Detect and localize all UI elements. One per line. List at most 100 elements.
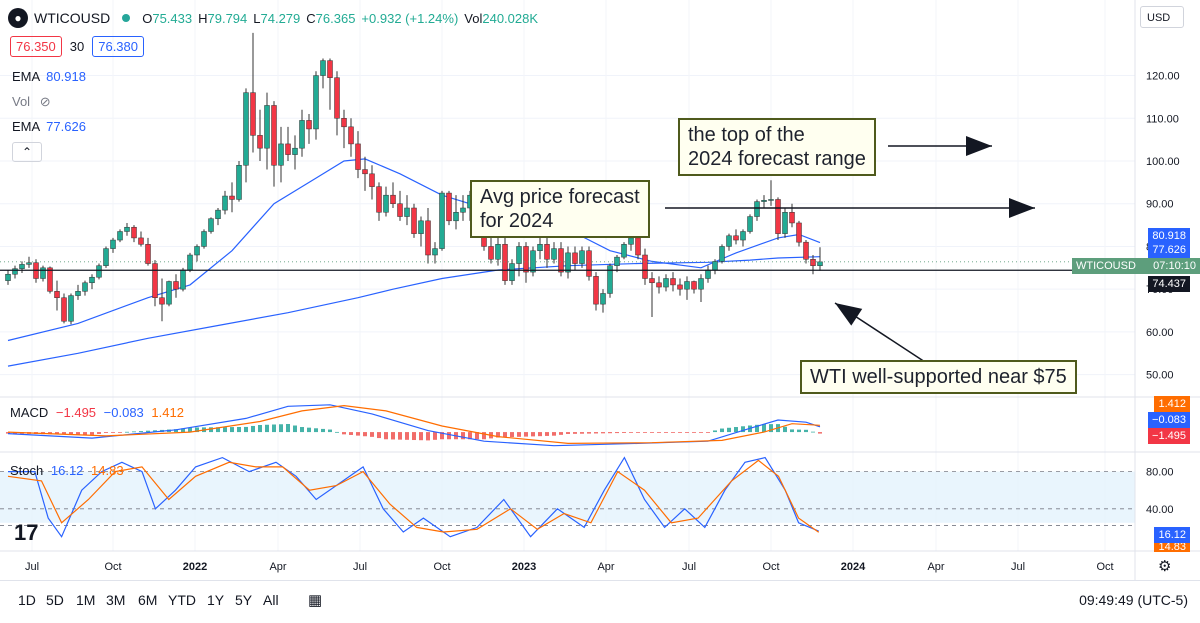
timeframe-5d[interactable]: 5D	[46, 592, 64, 608]
candle-body	[313, 75, 319, 130]
candle-body	[649, 278, 655, 284]
volume-value: 240.028K	[482, 10, 539, 26]
candle	[47, 266, 53, 294]
candle-body	[747, 216, 753, 232]
macd-histogram-bar	[447, 432, 451, 440]
stoch-d-tag: 14.83	[1154, 543, 1190, 552]
eye-hidden-icon[interactable]: ⊘	[39, 94, 51, 109]
candle	[68, 293, 74, 325]
candle-body	[439, 192, 445, 249]
symbol-price-tag: WTICOUSD 07:10:10	[1072, 258, 1200, 274]
time-tick-label: Apr	[269, 561, 286, 573]
macd-histogram-bar	[111, 432, 115, 433]
ema2-legend[interactable]: EMA 77.626	[12, 119, 86, 134]
candle-body	[138, 237, 144, 245]
candle	[754, 199, 760, 221]
timeframe-ytd[interactable]: YTD	[168, 592, 196, 608]
candle	[355, 131, 361, 179]
ema1-legend[interactable]: EMA 80.918	[12, 69, 86, 84]
candle-body	[740, 231, 746, 241]
gear-icon[interactable]: ⚙	[1158, 558, 1172, 575]
candle-body	[222, 195, 228, 211]
candle	[397, 190, 403, 221]
volume-label: Vol	[464, 10, 483, 26]
macd-histogram-bar	[279, 424, 283, 433]
annotation-avg-forecast: Avg price forecast for 2024	[470, 180, 650, 238]
timeframe-1d[interactable]: 1D	[18, 592, 36, 608]
collapse-legend-button[interactable]: ⌃	[12, 142, 42, 162]
candle	[719, 244, 725, 264]
candle-body	[236, 165, 242, 200]
candle-body	[369, 173, 375, 187]
candle	[404, 195, 410, 226]
candle	[810, 255, 816, 275]
macd-histogram-bar	[762, 424, 766, 433]
macd-histogram-bar	[657, 432, 661, 433]
arrow-avg-forecast	[665, 198, 1035, 218]
stoch-legend[interactable]: Stoch 16.12 14.83	[10, 463, 124, 478]
candle-body	[446, 192, 452, 222]
arrow-avg-forecast-head	[1009, 198, 1035, 218]
macd-histogram-bar	[664, 432, 668, 433]
candle-body	[579, 250, 585, 264]
macd-histogram-bar	[783, 426, 787, 433]
candle-body	[103, 248, 109, 266]
candle-body	[635, 237, 641, 256]
candle	[516, 242, 522, 277]
candle-body	[460, 207, 466, 213]
candle-body	[26, 262, 32, 265]
timeframe-5y[interactable]: 5Y	[235, 592, 253, 608]
date-range-calendar-icon[interactable]: ▦	[308, 592, 323, 609]
macd-histogram-bar	[636, 432, 640, 433]
macd-histogram-bar	[55, 432, 59, 435]
sell-button[interactable]: 76.350	[10, 36, 62, 57]
candle	[222, 190, 228, 215]
macd-signal-line	[7, 404, 821, 445]
candle	[586, 246, 592, 281]
stoch-d-line	[7, 459, 820, 533]
macd-legend[interactable]: MACD −1.495 −0.083 1.412	[10, 405, 184, 420]
macd-histogram-bar	[419, 432, 423, 441]
macd-histogram-bar	[237, 426, 241, 433]
candle	[208, 217, 214, 234]
ema2-value: 77.626	[46, 119, 86, 134]
candle-body	[670, 278, 676, 286]
candle-body	[208, 218, 214, 232]
candle	[96, 263, 102, 280]
timeframe-3m[interactable]: 3M	[106, 592, 126, 608]
macd-histogram-bar	[482, 432, 486, 440]
candle-body	[558, 248, 564, 273]
candle	[292, 135, 298, 170]
candle	[166, 280, 172, 307]
volume-legend[interactable]: Vol ⊘	[12, 94, 51, 110]
stoch-pane	[0, 456, 1135, 538]
macd-histogram-bar	[97, 432, 101, 434]
candle-body	[187, 254, 193, 271]
candle	[530, 246, 536, 277]
candle	[131, 225, 137, 243]
timeframe-all[interactable]: All	[263, 592, 279, 608]
candle-body	[691, 281, 697, 290]
time-tick-label: 2024	[841, 561, 866, 573]
symbol-header: ● WTICOUSD O 75.433 H 79.794 L 74.279 C 76.3…	[8, 8, 544, 28]
macd-pane	[6, 404, 822, 447]
candle	[677, 278, 683, 296]
ema-long-path	[7, 256, 821, 367]
macd-histogram-bar	[475, 432, 479, 440]
tradingview-logo-icon[interactable]: 17	[14, 520, 39, 545]
symbol-name[interactable]: WTICOUSD	[34, 10, 111, 26]
candle	[537, 237, 543, 260]
buy-button[interactable]: 76.380	[92, 36, 144, 57]
stoch-k-value: 16.12	[50, 463, 84, 478]
timeframe-6m[interactable]: 6M	[138, 592, 158, 608]
currency-selector[interactable]: USD	[1140, 6, 1184, 28]
macd-line	[7, 404, 821, 447]
candle-body	[719, 246, 725, 262]
timeframe-1m[interactable]: 1M	[76, 592, 96, 608]
macd-histogram-bar	[118, 432, 122, 433]
low-value: 74.279	[260, 10, 301, 26]
timeframe-1y[interactable]: 1Y	[207, 592, 225, 608]
macd-histogram-bar	[734, 427, 738, 433]
annotation-arrows	[665, 136, 1035, 363]
